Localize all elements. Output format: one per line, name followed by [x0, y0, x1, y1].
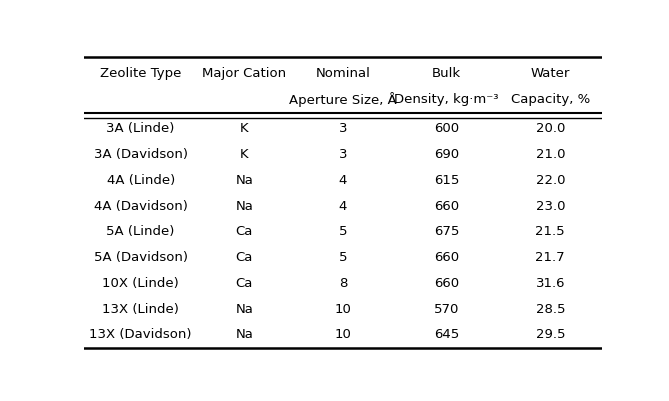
Text: 31.6: 31.6: [535, 277, 565, 290]
Text: Ca: Ca: [235, 277, 253, 290]
Text: 690: 690: [434, 148, 459, 161]
Text: 4A (Linde): 4A (Linde): [106, 174, 175, 187]
Text: Capacity, %: Capacity, %: [510, 93, 590, 106]
Text: 10: 10: [334, 328, 351, 341]
Text: Ca: Ca: [235, 225, 253, 238]
Text: K: K: [240, 122, 249, 136]
Text: 4A (Davidson): 4A (Davidson): [94, 200, 187, 213]
Text: 13X (Linde): 13X (Linde): [102, 302, 179, 316]
Text: 10X (Linde): 10X (Linde): [102, 277, 179, 290]
Text: 645: 645: [434, 328, 459, 341]
Text: 3A (Linde): 3A (Linde): [106, 122, 175, 136]
Text: 3A (Davidson): 3A (Davidson): [94, 148, 188, 161]
Text: Na: Na: [235, 302, 254, 316]
Text: 600: 600: [434, 122, 459, 136]
Text: 3: 3: [339, 148, 347, 161]
Text: 615: 615: [434, 174, 459, 187]
Text: 28.5: 28.5: [535, 302, 565, 316]
Text: 5A (Linde): 5A (Linde): [106, 225, 175, 238]
Text: 21.7: 21.7: [535, 251, 565, 264]
Text: 660: 660: [434, 200, 459, 213]
Text: 22.0: 22.0: [535, 174, 565, 187]
Text: 13X (Davidson): 13X (Davidson): [90, 328, 192, 341]
Text: Density, kg·m⁻³: Density, kg·m⁻³: [394, 93, 499, 106]
Text: 5A (Davidson): 5A (Davidson): [94, 251, 188, 264]
Text: Major Cation: Major Cation: [202, 67, 286, 80]
Text: 660: 660: [434, 251, 459, 264]
Text: 21.0: 21.0: [535, 148, 565, 161]
Text: Bulk: Bulk: [432, 67, 461, 80]
Text: 4: 4: [339, 200, 347, 213]
Text: 21.5: 21.5: [535, 225, 565, 238]
Text: Na: Na: [235, 200, 254, 213]
Text: Aperture Size, Å: Aperture Size, Å: [289, 92, 397, 107]
Text: 660: 660: [434, 277, 459, 290]
Text: Zeolite Type: Zeolite Type: [100, 67, 181, 80]
Text: 3: 3: [339, 122, 347, 136]
Text: 5: 5: [339, 225, 347, 238]
Text: 570: 570: [434, 302, 459, 316]
Text: 23.0: 23.0: [535, 200, 565, 213]
Text: 29.5: 29.5: [535, 328, 565, 341]
Text: K: K: [240, 148, 249, 161]
Text: 4: 4: [339, 174, 347, 187]
Text: Ca: Ca: [235, 251, 253, 264]
Text: Nominal: Nominal: [315, 67, 371, 80]
Text: 8: 8: [339, 277, 347, 290]
Text: Na: Na: [235, 174, 254, 187]
Text: 20.0: 20.0: [536, 122, 565, 136]
Text: 5: 5: [339, 251, 347, 264]
Text: Na: Na: [235, 328, 254, 341]
Text: 675: 675: [434, 225, 459, 238]
Text: 10: 10: [334, 302, 351, 316]
Text: Water: Water: [531, 67, 570, 80]
